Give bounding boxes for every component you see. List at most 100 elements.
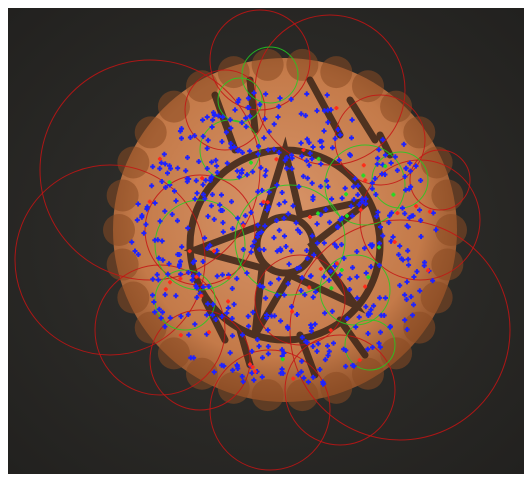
keypoint-marker — [298, 288, 304, 294]
keypoint-marker — [314, 348, 320, 354]
keypoint-marker — [335, 261, 340, 266]
keypoint-marker — [224, 310, 230, 316]
cookie-scallop — [217, 56, 250, 89]
keypoint-marker — [186, 176, 192, 182]
keypoint-marker — [256, 246, 262, 252]
keypoint-marker — [315, 211, 320, 216]
keypoint-marker — [274, 157, 279, 162]
keypoint-marker — [347, 151, 353, 157]
keypoint-marker — [277, 246, 283, 252]
scale-circle-red — [254, 254, 346, 346]
keypoint-marker — [402, 211, 408, 217]
keypoint-marker — [259, 374, 265, 380]
keypoint-marker — [325, 184, 331, 190]
keypoint-marker — [310, 374, 316, 380]
keypoint-marker — [194, 294, 200, 300]
keypoint-marker — [332, 136, 338, 142]
keypoint-marker — [278, 318, 284, 324]
keypoint-marker — [347, 276, 353, 282]
keypoint-marker — [225, 305, 231, 311]
scale-circle-red — [14, 164, 206, 356]
keypoint-marker — [392, 154, 398, 160]
keypoint-marker — [344, 316, 350, 322]
keypoint-marker — [375, 209, 381, 215]
keypoint-marker — [289, 166, 295, 172]
keypoint-marker — [426, 268, 431, 273]
keypoint-marker — [318, 266, 323, 271]
keypoint-marker — [204, 114, 210, 120]
keypoint-marker — [383, 164, 388, 169]
keypoint-marker — [402, 174, 408, 180]
keypoint-marker — [178, 333, 183, 338]
keypoint-marker — [185, 312, 191, 318]
keypoint-marker — [380, 137, 386, 143]
keypoint-marker — [234, 168, 240, 174]
keypoint-marker — [178, 313, 184, 319]
keypoint-marker — [341, 255, 347, 261]
keypoint-marker — [147, 199, 152, 204]
keypoint-marker — [365, 331, 371, 337]
keypoint-marker — [285, 211, 291, 217]
scale-circle-green — [324, 144, 406, 226]
keypoint-marker — [377, 329, 383, 335]
keypoint-marker — [207, 242, 213, 248]
keypoint-marker — [281, 292, 287, 298]
keypoint-marker — [370, 344, 376, 350]
keypoint-marker — [186, 332, 192, 338]
keypoint-marker — [281, 350, 287, 356]
keypoint-marker — [286, 261, 292, 267]
keypoint-marker — [208, 203, 214, 209]
keypoint-marker — [309, 325, 315, 331]
keypoint-marker — [404, 279, 410, 285]
keypoint-marker — [149, 183, 155, 189]
keypoint-marker — [134, 217, 140, 223]
keypoint-marker — [363, 196, 369, 202]
keypoint-marker — [156, 255, 162, 261]
keypoint-marker — [309, 233, 315, 239]
keypoint-marker — [369, 244, 375, 250]
keypoint-marker — [175, 165, 181, 171]
keypoint-marker — [234, 276, 240, 282]
keypoint-marker — [261, 199, 266, 204]
keypoint-marker — [356, 314, 362, 320]
keypoint-marker — [395, 211, 400, 216]
keypoint-marker — [283, 243, 289, 249]
keypoint-marker — [259, 229, 265, 235]
keypoint-marker — [311, 252, 317, 258]
keypoint-marker — [376, 245, 381, 250]
keypoint-marker — [337, 272, 343, 278]
keypoint-marker — [163, 184, 169, 190]
keypoint-marker — [304, 91, 310, 97]
keypoint-marker — [410, 312, 416, 318]
scale-circle-red — [149, 309, 251, 411]
keypoint-marker — [277, 95, 283, 101]
keypoint-marker — [326, 277, 332, 283]
keypoint-marker — [361, 173, 366, 178]
keypoint-marker — [321, 128, 327, 134]
keypoint-marker — [308, 273, 314, 279]
keypoint-marker — [325, 343, 331, 349]
keypoint-marker — [430, 210, 436, 216]
keypoint-marker — [325, 119, 331, 125]
keypoint-marker — [357, 358, 362, 363]
keypoint-marker — [157, 218, 163, 224]
keypoint-marker — [376, 340, 382, 346]
keypoint-marker — [255, 151, 261, 157]
keypoint-marker — [183, 168, 189, 174]
keypoint-marker — [418, 177, 424, 183]
keypoint-marker — [156, 306, 162, 312]
keypoint-marker — [374, 213, 380, 219]
keypoint-marker — [337, 217, 343, 223]
keypoint-marker — [243, 124, 249, 130]
keypoint-marker — [265, 351, 271, 357]
keypoint-marker — [248, 249, 254, 255]
cookie-scallop — [134, 116, 167, 149]
cookie-scallop — [117, 146, 150, 179]
keypoint-marker — [192, 133, 198, 139]
keypoint-marker — [301, 375, 307, 381]
keypoint-marker — [386, 220, 392, 226]
keypoint-marker — [200, 192, 206, 198]
keypoint-marker — [417, 288, 423, 294]
keypoint-marker — [355, 183, 361, 189]
keypoint-marker — [282, 157, 288, 163]
